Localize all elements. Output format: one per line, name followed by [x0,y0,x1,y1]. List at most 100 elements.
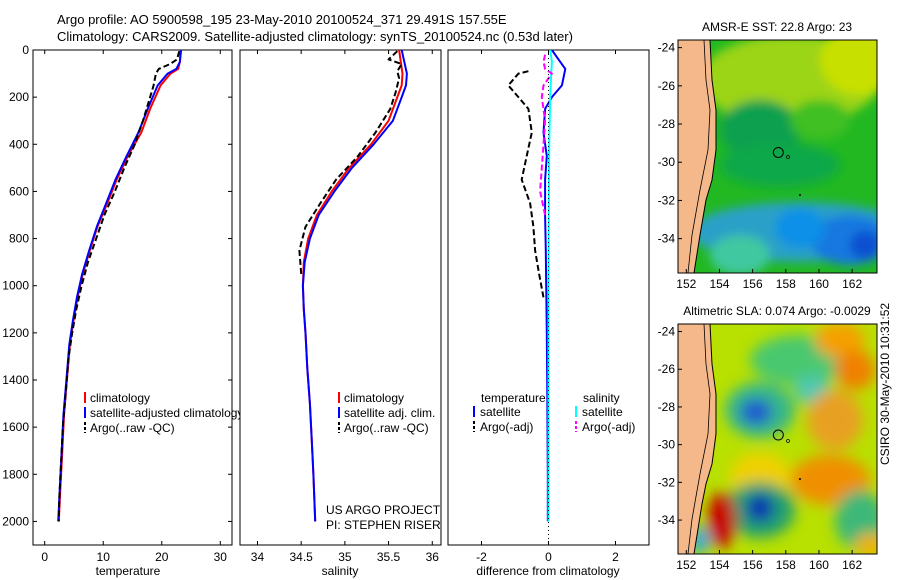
series-line-temperature-satellite [542,50,567,522]
temperature-x-label: temperature [96,564,161,578]
series-line-argo-raw-qc- [298,50,403,274]
map-y-tick-label: -24 [658,325,676,339]
x-tick-label: -2 [476,550,487,564]
difference-panel: -2 0 2 difference from climatology tempera… [447,49,650,578]
header-line-2: Climatology: CARS2009. Satellite-adjuste… [57,29,573,44]
header-line-1: Argo profile: AO 5900598_195 23-May-2010… [57,12,507,27]
difference-x-ticks: -2 0 2 [476,50,619,564]
map-x-tick-label: 160 [809,558,829,572]
salinity-x-label: salinity [322,564,359,578]
y-tick-label: 2000 [2,514,29,528]
x-tick-label: 35 [338,550,352,564]
x-tick-label: 36 [426,550,440,564]
y-tick-label: 800 [9,232,29,246]
map-x-tick-label: 154 [709,277,729,291]
salinity-panel: 34 34.5 35 35.5 36 salinity climatology sate… [239,49,442,578]
y-tick-label: 200 [9,90,29,104]
map-marker [786,439,790,443]
map-x-tick-label: 152 [676,558,696,572]
land-mask [678,40,717,273]
y-tick-label: 1600 [2,420,29,434]
pi-annotation: PI: STEPHEN RISER [326,518,441,532]
map-y-tick-label: -24 [658,41,676,55]
x-tick-label: 30 [214,550,228,564]
map-y-tick-label: -26 [658,79,676,93]
map-x-tick-label: 162 [842,558,862,572]
map-x-tick-label: 160 [809,277,829,291]
map-x-tick-label: 156 [743,558,763,572]
sst-map-panel: AMSR-E SST: 22.8 Argo: 23 152 154 156 [658,20,878,291]
y-tick-label: 600 [9,184,29,198]
series-line-temperature-argo-adj- [507,70,545,298]
x-tick-label: 10 [97,550,111,564]
legend-label: Argo(..raw -QC) [90,421,175,435]
map-y-tick-label: -34 [658,232,676,246]
map-x-tick-label: 154 [709,558,729,572]
sst-map-field [678,40,877,273]
sst-map-frame [677,39,878,274]
legend-label: Argo(-adj) [582,420,635,434]
legend-header-temperature: temperature [481,391,546,405]
map-x-tick-label: 162 [842,277,862,291]
series-line-argo-raw-qc- [57,50,181,522]
legend-label: satellite adj. clim. [344,406,435,420]
sst-map-ticks: 152 154 156 158 160 162 -24 -26 -28 -30 -32 -34 [658,41,863,291]
salinity-plot-frame [239,49,442,546]
temperature-x-ticks: 0 10 20 30 [41,50,227,564]
float-position-marker [772,146,784,158]
float-position-marker [772,429,784,441]
map-y-tick-label: -28 [658,400,676,414]
map-x-tick-label: 156 [743,277,763,291]
map-y-tick-label: -34 [658,513,676,527]
x-tick-label: 35.5 [377,550,401,564]
sla-map-panel: Altimetric SLA: 0.074 Argo: -0.0029 [658,304,878,572]
x-tick-label: 0 [41,550,48,564]
x-tick-label: 0 [545,550,552,564]
legend-label: satellite-adjusted climatology [90,406,243,420]
temperature-legend: climatology satellite-adjusted climatolo… [84,391,243,435]
difference-x-label: difference from climatology [476,564,619,578]
legend-label: climatology [344,391,404,405]
temperature-panel: 0 200 400 600 800 1000 1200 1400 1600 1800 2000 0 1… [2,43,243,578]
map-y-tick-label: -32 [658,193,676,207]
map-x-tick-label: 158 [776,277,796,291]
y-tick-label: 1000 [2,279,29,293]
temperature-y-ticks: 0 200 400 600 800 1000 1200 1400 1600 1800 2000 [2,43,232,528]
coastline-contour [687,40,711,273]
y-tick-label: 1200 [2,326,29,340]
sla-map-ticks: 152 154 156 158 160 162 -24 -26 -28 -30 -32 -34 [658,325,863,572]
series-line-salinity-satellite [547,50,553,522]
difference-legend: temperature satellite Argo(-adj) salinit… [473,391,635,434]
y-tick-label: 0 [22,43,29,57]
difference-series [507,50,567,522]
map-y-tick-label: -26 [658,362,676,376]
temperature-plot-frame [32,49,233,546]
map-marker [786,155,790,159]
map-x-tick-label: 158 [776,558,796,572]
y-tick-label: 1800 [2,467,29,481]
map-x-tick-label: 152 [676,277,696,291]
x-tick-label: 34 [251,550,265,564]
salinity-legend: climatology satellite adj. clim. Argo(..… [338,391,435,435]
sla-map-title: Altimetric SLA: 0.074 Argo: -0.0029 [683,304,871,318]
legend-label: Argo(..raw -QC) [344,421,429,435]
coastline-contour [687,324,711,554]
map-y-tick-label: -30 [658,155,676,169]
credit-timestamp: CSIRO 30-May-2010 10:31:52 [878,302,892,465]
map-marker [799,478,801,480]
x-tick-label: 20 [155,550,169,564]
series-line-salinity-argo-adj- [539,54,553,216]
project-annotation: US ARGO PROJECT [326,503,441,517]
x-tick-label: 34.5 [289,550,313,564]
salinity-series [298,50,408,522]
legend-label: satellite [582,405,623,419]
legend-header-salinity: salinity [583,391,620,405]
y-tick-label: 400 [9,137,29,151]
map-y-tick-label: -28 [658,117,676,131]
series-line-satellite-adj-clim- [301,50,408,522]
salinity-x-ticks: 34 34.5 35 35.5 36 [251,50,439,564]
legend-label: satellite [480,405,521,419]
map-marker [799,194,801,196]
sla-map-frame [677,323,878,555]
